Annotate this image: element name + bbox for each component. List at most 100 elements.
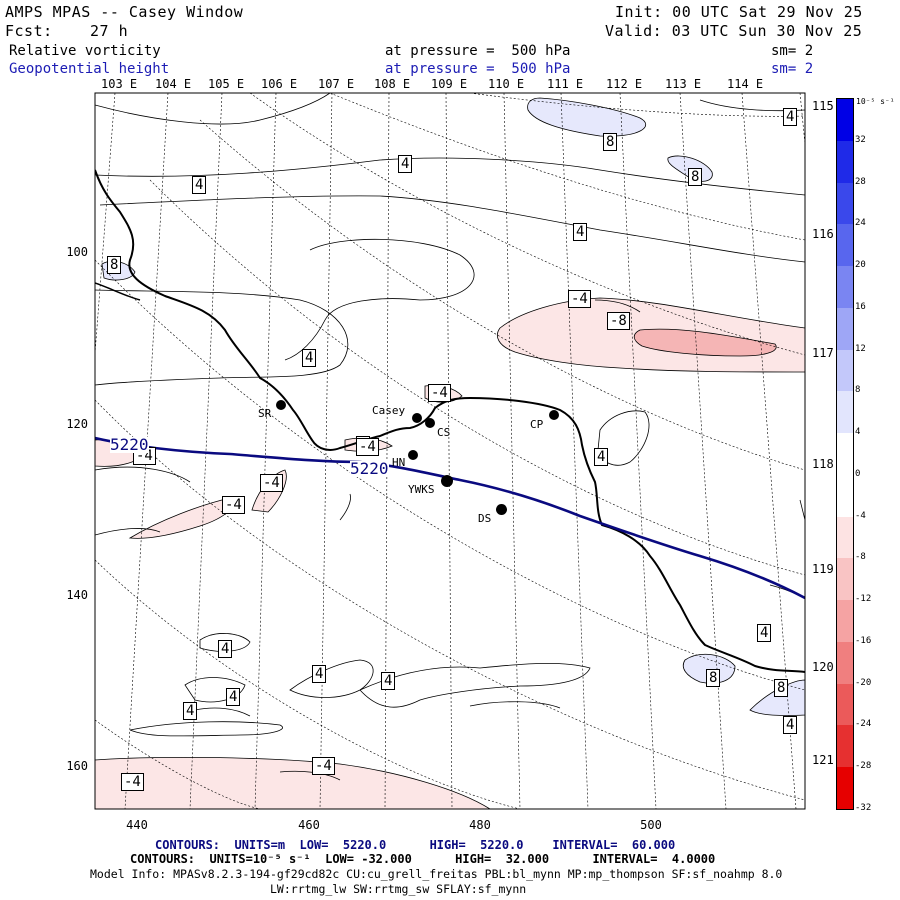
field1-name: Relative vorticity <box>9 43 161 59</box>
contour-label-box: 4 <box>302 349 317 367</box>
negative-vorticity-shading <box>95 756 491 809</box>
colorbar <box>836 98 854 810</box>
c2-units: UNITS=10⁻⁵ s⁻¹ <box>209 852 311 866</box>
colorbar-label: 24 <box>855 218 866 229</box>
colorbar-label: -16 <box>855 635 872 646</box>
contour-label-box: 4 <box>573 223 588 241</box>
contour-label-box: 4 <box>218 640 233 658</box>
colorbar-segment <box>837 391 853 434</box>
colorbar-segment <box>837 558 853 601</box>
field2-level: at pressure = 500 hPa <box>385 61 571 77</box>
valid-time: Valid: 03 UTC Sun 30 Nov 25 <box>605 22 863 40</box>
y-tick-label: 160 <box>66 759 88 773</box>
init-time: Init: 00 UTC Sat 29 Nov 25 <box>615 3 863 21</box>
contour-label-box: 4 <box>381 672 396 690</box>
colorbar-label: 16 <box>855 301 866 312</box>
station-label: HN <box>392 456 406 469</box>
colorbar-segment <box>837 99 853 141</box>
lon-label: 108 E <box>374 77 411 91</box>
colorbar-segment <box>837 224 853 267</box>
colorbar-segment <box>837 725 853 768</box>
colorbar-label: -8 <box>855 552 866 563</box>
c2-low: LOW= -32.000 <box>325 852 412 866</box>
station-marker[interactable] <box>408 450 418 460</box>
height-contour-5220 <box>95 436 805 600</box>
station-label: CS <box>437 426 451 439</box>
colorbar-label: -4 <box>855 510 866 521</box>
lon-label: 104 E <box>155 77 192 91</box>
colorbar-label: 4 <box>855 427 861 438</box>
plot-frame <box>94 92 806 810</box>
model-info: Model Info: MPASv8.2.3-194-gf29cd82c CU:… <box>90 867 783 881</box>
c1-low: LOW= 5220.0 <box>299 838 387 852</box>
colorbar-label: -28 <box>855 761 872 772</box>
contour-label-box: 4 <box>594 448 609 466</box>
forecast-hour: 27 h <box>90 22 129 40</box>
colorbar-label: 28 <box>855 176 866 187</box>
colorbar-label: -12 <box>855 594 872 605</box>
station-marker[interactable] <box>425 418 435 428</box>
x-tick-label: 500 <box>640 818 662 832</box>
colorbar-segment <box>837 349 853 392</box>
y-tick-label: 120 <box>66 417 88 431</box>
station-marker[interactable] <box>276 400 286 410</box>
lon-label: 110 E <box>488 77 525 91</box>
station-marker[interactable] <box>549 410 559 420</box>
colorbar-label: 12 <box>855 343 866 354</box>
colorbar-segment <box>837 474 853 517</box>
station-marker[interactable] <box>441 475 453 487</box>
contour-label-box: 4 <box>783 716 798 734</box>
x-tick-label: 460 <box>298 818 320 832</box>
positive-vorticity-shading <box>682 653 736 684</box>
positive-vorticity-shading <box>749 679 805 716</box>
lon-label: 106 E <box>261 77 298 91</box>
x-tick-label: 440 <box>126 818 148 832</box>
colorbar-segment <box>837 266 853 308</box>
contour-label-box: -4 <box>356 438 379 456</box>
lat-gridlines <box>95 93 805 809</box>
x-tick-label: 480 <box>469 818 491 832</box>
station-marker[interactable] <box>496 504 507 515</box>
colorbar-segment <box>837 600 853 642</box>
station-marker[interactable] <box>412 413 422 423</box>
contour-label-box: -4 <box>312 757 335 775</box>
colorbar-segment <box>837 140 853 183</box>
lon-label: 114 E <box>727 77 764 91</box>
contour-label-box: 8 <box>774 679 789 697</box>
station-label: CP <box>530 418 544 431</box>
contour-label-box: 4 <box>183 702 198 720</box>
colorbar-segment <box>837 433 853 475</box>
colorbar-label: 8 <box>855 385 861 396</box>
footer-contour2: CONTOURS: UNITS=10⁻⁵ s⁻¹ LOW= -32.000 HI… <box>130 852 715 866</box>
contour-label-box: 8 <box>107 256 122 274</box>
colorbar-segment <box>837 767 853 809</box>
colorbar-segment <box>837 516 853 559</box>
footer-contour1: CONTOURS: UNITS=m LOW= 5220.0 HIGH= 5220… <box>155 838 675 852</box>
lon-label: 112 E <box>606 77 643 91</box>
colorbar-segment <box>837 307 853 350</box>
contour-label-box: -4 <box>222 496 245 514</box>
contour-label-box: 4 <box>312 665 327 683</box>
colorbar-label: 20 <box>855 260 866 271</box>
contour-label-box: 8 <box>688 168 703 186</box>
c1-head: CONTOURS: <box>155 838 221 852</box>
contour-label-box: -4 <box>260 474 283 492</box>
lon-label: 111 E <box>547 77 584 91</box>
strong-negative-vorticity-shading <box>633 328 777 357</box>
coastline <box>95 282 141 301</box>
contour-label-box: -8 <box>607 312 630 330</box>
contour-label-box: 4 <box>192 176 207 194</box>
contour-label-box: 4 <box>783 108 798 126</box>
colorbar-units: 10⁻⁵ s⁻¹ <box>856 97 895 106</box>
y-tick-label: 100 <box>66 245 88 259</box>
contour-label-box: 4 <box>226 688 241 706</box>
lon-label: 103 E <box>101 77 138 91</box>
contour-label-box: 8 <box>603 133 618 151</box>
colorbar-segment <box>837 182 853 225</box>
contour-label-box: -4 <box>428 384 451 402</box>
c2-high: HIGH= 32.000 <box>455 852 550 866</box>
lon-label: 113 E <box>665 77 702 91</box>
c2-int: INTERVAL= 4.0000 <box>592 852 716 866</box>
field2-smoothing: sm= 2 <box>771 61 814 77</box>
plot-area <box>95 93 805 809</box>
